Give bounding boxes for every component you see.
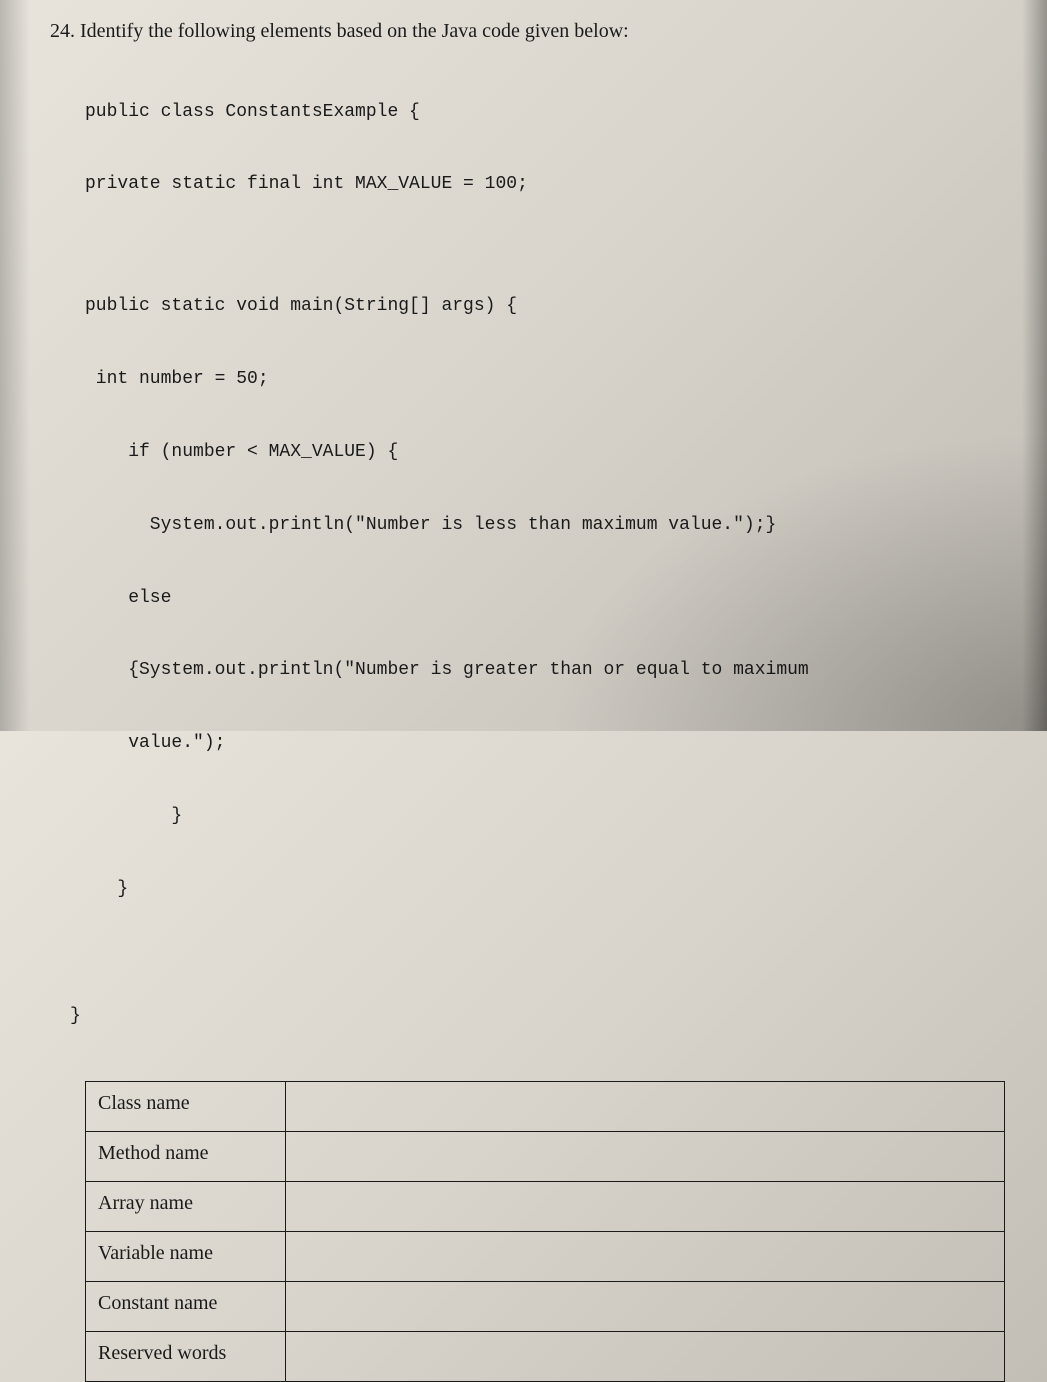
table-value-class-name xyxy=(285,1082,1004,1132)
table-label-variable-name: Variable name xyxy=(86,1232,286,1282)
code-line-9: {System.out.println("Number is greater t… xyxy=(85,658,1007,682)
table-label-class-name: Class name xyxy=(86,1082,286,1132)
table-label-reserved-words: Reserved words xyxy=(86,1332,286,1382)
table-label-constant-name: Constant name xyxy=(86,1282,286,1332)
table-value-array-name xyxy=(285,1182,1004,1232)
code-line-12: } xyxy=(85,877,1007,901)
question-text: Identify the following elements based on… xyxy=(80,20,629,42)
table-value-method-name xyxy=(285,1132,1004,1182)
code-line-13: } xyxy=(70,1004,1007,1028)
page-container: 24. Identify the following elements base… xyxy=(50,20,1007,1382)
table-value-reserved-words xyxy=(285,1332,1004,1382)
table-row: Array name xyxy=(86,1182,1005,1232)
table-row: Constant name xyxy=(86,1282,1005,1332)
code-line-2: private static final int MAX_VALUE = 100… xyxy=(85,172,1007,196)
table-row: Reserved words xyxy=(86,1332,1005,1382)
table-row: Method name xyxy=(86,1132,1005,1182)
code-line-4: public static void main(String[] args) { xyxy=(85,294,1007,318)
code-line-7: System.out.println("Number is less than … xyxy=(85,513,1007,537)
code-line-5: int number = 50; xyxy=(85,367,1007,391)
table-label-array-name: Array name xyxy=(86,1182,286,1232)
code-line-6: if (number < MAX_VALUE) { xyxy=(85,440,1007,464)
question-number: 24. xyxy=(50,20,75,42)
table-value-constant-name xyxy=(285,1282,1004,1332)
code-line-8: else xyxy=(85,586,1007,610)
page-edge-right xyxy=(1022,0,1047,731)
table-value-variable-name xyxy=(285,1232,1004,1282)
table-label-method-name: Method name xyxy=(86,1132,286,1182)
table-row: Variable name xyxy=(86,1232,1005,1282)
code-block: public class ConstantsExample { private … xyxy=(85,51,1007,950)
code-line-10: value."); xyxy=(85,731,1007,755)
code-line-11: } xyxy=(85,804,1007,828)
answer-table: Class name Method name Array name Variab… xyxy=(85,1081,1005,1382)
code-line-1: public class ConstantsExample { xyxy=(85,100,1007,124)
table-row: Class name xyxy=(86,1082,1005,1132)
page-edge-left xyxy=(0,0,30,731)
question-header: 24. Identify the following elements base… xyxy=(50,20,1007,43)
code-closing-brace: } xyxy=(70,955,1007,1076)
